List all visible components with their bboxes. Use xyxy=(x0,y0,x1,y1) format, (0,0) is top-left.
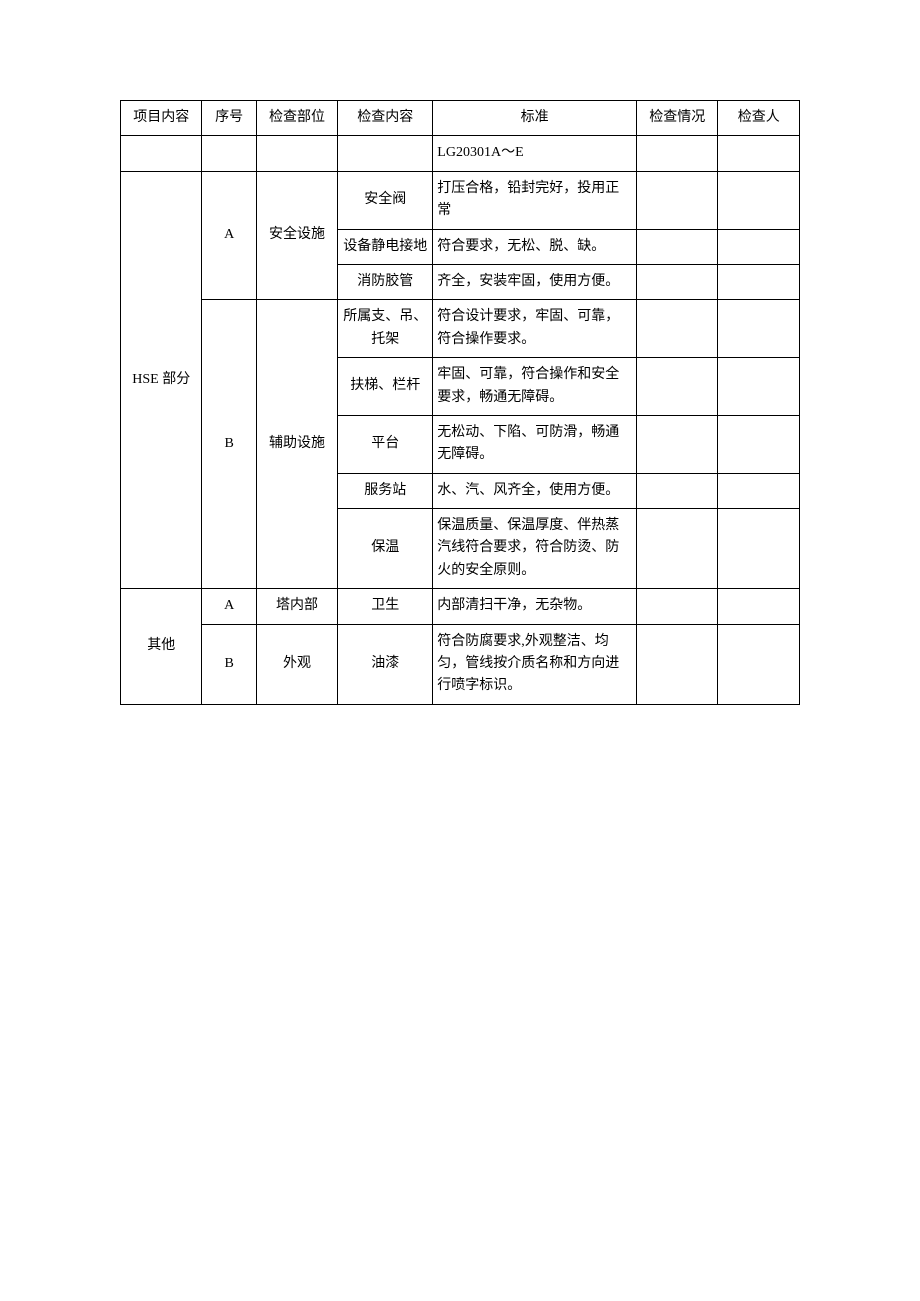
table-row: B 辅助设施 所属支、吊、托架 符合设计要求，牢固、可靠，符合操作要求。 xyxy=(121,300,800,358)
header-status: 检查情况 xyxy=(637,101,718,136)
cell-project xyxy=(121,136,202,171)
cell-seq-a: A xyxy=(202,171,256,300)
cell-content: 平台 xyxy=(338,415,433,473)
header-standard: 标准 xyxy=(433,101,637,136)
cell-inspector xyxy=(718,509,800,589)
cell-part: 塔内部 xyxy=(256,589,337,624)
cell-standard: 牢固、可靠，符合操作和安全要求，畅通无障碍。 xyxy=(433,358,637,416)
cell-content: 安全阀 xyxy=(338,171,433,229)
cell-status xyxy=(637,415,718,473)
cell-part xyxy=(256,136,337,171)
cell-status xyxy=(637,589,718,624)
cell-status xyxy=(637,264,718,299)
table-header-row: 项目内容 序号 检查部位 检查内容 标准 检查情况 检查人 xyxy=(121,101,800,136)
header-seq: 序号 xyxy=(202,101,256,136)
header-part: 检查部位 xyxy=(256,101,337,136)
cell-part: 外观 xyxy=(256,624,337,704)
cell-standard: 符合防腐要求,外观整洁、均匀，管线按介质名称和方向进行喷字标识。 xyxy=(433,624,637,704)
cell-standard: 无松动、下陷、可防滑，畅通无障碍。 xyxy=(433,415,637,473)
cell-status xyxy=(637,136,718,171)
cell-inspector xyxy=(718,171,800,229)
table-row: 其他 A 塔内部 卫生 内部清扫干净，无杂物。 xyxy=(121,589,800,624)
cell-standard: 符合要求，无松、脱、缺。 xyxy=(433,229,637,264)
cell-status xyxy=(637,300,718,358)
cell-content: 扶梯、栏杆 xyxy=(338,358,433,416)
cell-standard: LG20301A～E xyxy=(433,136,637,171)
cell-inspector xyxy=(718,473,800,508)
cell-inspector xyxy=(718,624,800,704)
cell-inspector xyxy=(718,415,800,473)
cell-content: 所属支、吊、托架 xyxy=(338,300,433,358)
cell-content: 消防胶管 xyxy=(338,264,433,299)
cell-status xyxy=(637,171,718,229)
cell-inspector xyxy=(718,136,800,171)
cell-status xyxy=(637,624,718,704)
header-content: 检查内容 xyxy=(338,101,433,136)
table-row: B 外观 油漆 符合防腐要求,外观整洁、均匀，管线按介质名称和方向进行喷字标识。 xyxy=(121,624,800,704)
cell-standard: 齐全，安装牢固，使用方便。 xyxy=(433,264,637,299)
header-project: 项目内容 xyxy=(121,101,202,136)
cell-seq xyxy=(202,136,256,171)
header-inspector: 检查人 xyxy=(718,101,800,136)
cell-seq: A xyxy=(202,589,256,624)
cell-standard: 保温质量、保温厚度、伴热蒸汽线符合要求，符合防烫、防火的安全原则。 xyxy=(433,509,637,589)
cell-content: 设备静电接地 xyxy=(338,229,433,264)
cell-seq-b: B xyxy=(202,300,256,589)
cell-project-hse: HSE 部分 xyxy=(121,171,202,588)
table-row: LG20301A～E xyxy=(121,136,800,171)
cell-content: 保温 xyxy=(338,509,433,589)
cell-status xyxy=(637,509,718,589)
cell-standard: 水、汽、风齐全，使用方便。 xyxy=(433,473,637,508)
cell-part-aux: 辅助设施 xyxy=(256,300,337,589)
cell-inspector xyxy=(718,589,800,624)
cell-status xyxy=(637,473,718,508)
cell-standard: 打压合格，铅封完好，投用正常 xyxy=(433,171,637,229)
cell-status xyxy=(637,358,718,416)
cell-inspector xyxy=(718,300,800,358)
cell-inspector xyxy=(718,358,800,416)
cell-project-other: 其他 xyxy=(121,589,202,705)
cell-inspector xyxy=(718,229,800,264)
table-row: HSE 部分 A 安全设施 安全阀 打压合格，铅封完好，投用正常 xyxy=(121,171,800,229)
cell-content xyxy=(338,136,433,171)
inspection-table: 项目内容 序号 检查部位 检查内容 标准 检查情况 检查人 LG20301A～E… xyxy=(120,100,800,705)
cell-inspector xyxy=(718,264,800,299)
cell-content: 油漆 xyxy=(338,624,433,704)
cell-content: 服务站 xyxy=(338,473,433,508)
cell-standard: 内部清扫干净，无杂物。 xyxy=(433,589,637,624)
cell-status xyxy=(637,229,718,264)
cell-content: 卫生 xyxy=(338,589,433,624)
cell-seq: B xyxy=(202,624,256,704)
cell-part-safety: 安全设施 xyxy=(256,171,337,300)
cell-standard: 符合设计要求，牢固、可靠，符合操作要求。 xyxy=(433,300,637,358)
